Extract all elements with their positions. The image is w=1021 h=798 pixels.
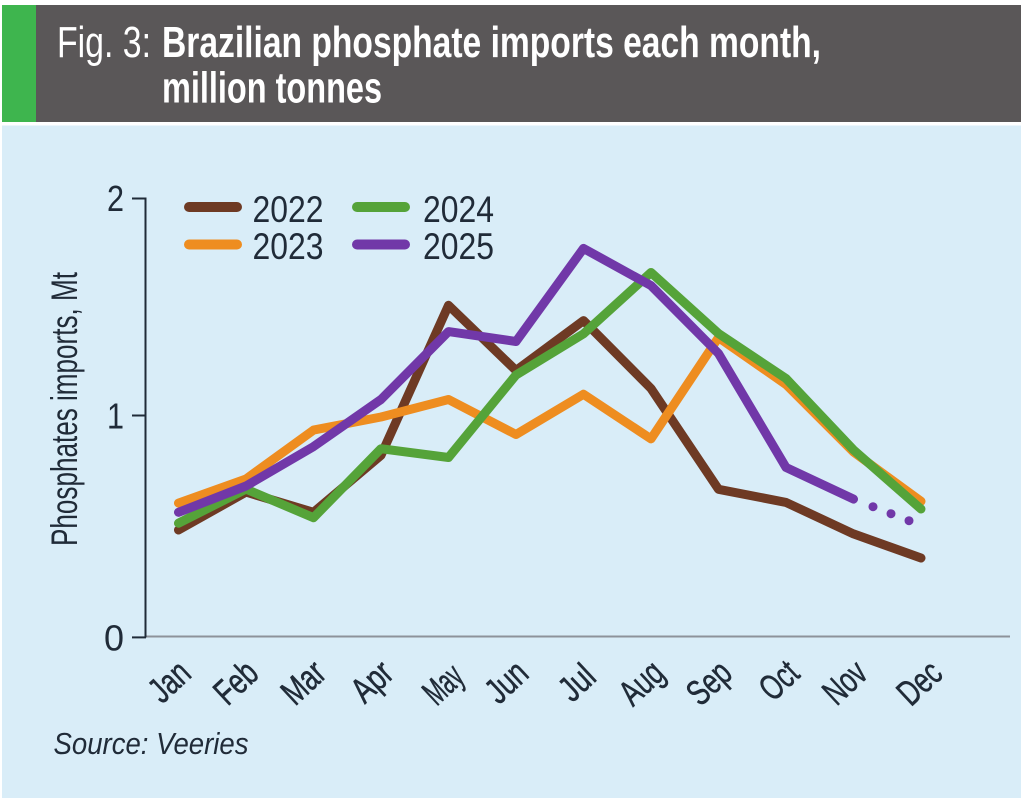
svg-text:2022: 2022 <box>253 189 324 230</box>
svg-text:Fig. 3:: Fig. 3: <box>57 18 151 67</box>
svg-text:2024: 2024 <box>423 189 494 230</box>
svg-text:2023: 2023 <box>253 226 324 267</box>
svg-text:1: 1 <box>107 396 124 437</box>
svg-text:2: 2 <box>107 178 124 219</box>
svg-text:Phosphates imports, Mt: Phosphates imports, Mt <box>44 271 85 546</box>
svg-text:0: 0 <box>104 618 124 659</box>
svg-text:Source: Veeries: Source: Veeries <box>54 727 249 761</box>
svg-text:Brazilian phosphate imports ea: Brazilian phosphate imports each month, <box>162 18 821 67</box>
svg-text:2025: 2025 <box>423 226 494 267</box>
svg-text:million tonnes: million tonnes <box>162 64 382 113</box>
